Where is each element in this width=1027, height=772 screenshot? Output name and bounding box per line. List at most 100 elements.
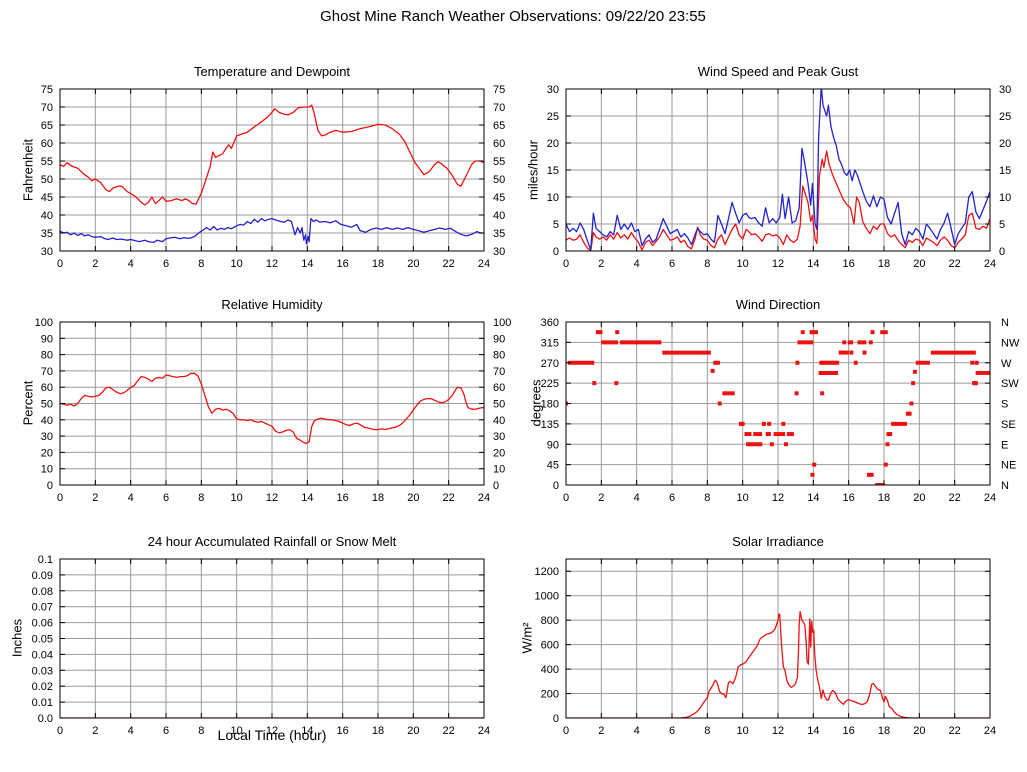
svg-text:70: 70	[41, 102, 53, 114]
svg-text:50: 50	[41, 399, 53, 411]
tick-marks	[59, 88, 485, 252]
svg-text:22: 22	[443, 492, 455, 504]
svg-text:18: 18	[878, 258, 890, 270]
chart-title-solar-irradiance: Solar Irradiance	[732, 534, 824, 549]
svg-text:45: 45	[493, 192, 505, 204]
svg-text:4: 4	[128, 258, 134, 270]
svg-text:18: 18	[878, 492, 890, 504]
svg-text:4: 4	[128, 492, 134, 504]
svg-text:12: 12	[266, 492, 278, 504]
svg-text:22: 22	[443, 258, 455, 270]
svg-text:30: 30	[999, 84, 1011, 96]
svg-text:6: 6	[669, 725, 675, 737]
svg-text:8: 8	[704, 258, 710, 270]
svg-text:0.01: 0.01	[32, 697, 53, 709]
y-axis-label-fahrenheit: Fahrenheit	[20, 138, 36, 202]
chart-rainfall: 0.0 0.01 0.02 0.03 0.04 0.05 0.06 0.07 0.08 0.09 0…	[32, 554, 491, 737]
svg-text:4: 4	[634, 492, 640, 504]
svg-text:10: 10	[41, 464, 53, 476]
svg-text:0.08: 0.08	[32, 586, 53, 598]
svg-text:8: 8	[198, 492, 204, 504]
svg-text:18: 18	[372, 725, 384, 737]
svg-text:20: 20	[547, 138, 559, 150]
svg-text:14: 14	[807, 258, 819, 270]
svg-text:80: 80	[41, 350, 53, 362]
svg-text:60: 60	[41, 138, 53, 150]
svg-text:0.02: 0.02	[32, 681, 53, 693]
chart-title-temperature-dewpoint: Temperature and Dewpoint	[193, 64, 351, 79]
svg-text:2: 2	[598, 492, 604, 504]
svg-text:24: 24	[478, 725, 490, 737]
svg-text:200: 200	[541, 689, 559, 701]
svg-text:70: 70	[41, 366, 53, 378]
svg-text:24: 24	[984, 258, 996, 270]
svg-text:10: 10	[999, 192, 1011, 204]
gridlines	[60, 559, 484, 718]
svg-text:0: 0	[563, 492, 569, 504]
svg-text:0: 0	[553, 480, 559, 492]
svg-text:90: 90	[547, 439, 559, 451]
svg-text:10: 10	[737, 258, 749, 270]
svg-text:16: 16	[843, 492, 855, 504]
svg-text:6: 6	[669, 258, 675, 270]
svg-text:0: 0	[57, 258, 63, 270]
svg-text:90: 90	[41, 333, 53, 345]
svg-text:15: 15	[547, 165, 559, 177]
svg-text:90: 90	[493, 333, 505, 345]
svg-text:10: 10	[737, 725, 749, 737]
svg-text:45: 45	[41, 192, 53, 204]
svg-text:12: 12	[772, 492, 784, 504]
svg-text:50: 50	[493, 174, 505, 186]
svg-text:75: 75	[41, 84, 53, 96]
svg-text:20: 20	[913, 492, 925, 504]
svg-text:5: 5	[999, 219, 1005, 231]
svg-text:8: 8	[198, 258, 204, 270]
gridlines	[566, 322, 990, 485]
svg-text:5: 5	[553, 219, 559, 231]
svg-text:55: 55	[41, 156, 53, 168]
svg-text:24: 24	[984, 725, 996, 737]
svg-text:12: 12	[266, 258, 278, 270]
svg-text:20: 20	[407, 725, 419, 737]
svg-text:4: 4	[634, 725, 640, 737]
svg-text:100: 100	[493, 317, 511, 329]
svg-text:14: 14	[301, 492, 313, 504]
svg-text:225: 225	[541, 378, 559, 390]
tick-marks	[565, 321, 991, 486]
svg-text:18: 18	[878, 725, 890, 737]
svg-text:6: 6	[669, 492, 675, 504]
svg-text:65: 65	[41, 120, 53, 132]
svg-text:16: 16	[337, 492, 349, 504]
svg-text:45: 45	[547, 460, 559, 472]
svg-text:60: 60	[493, 138, 505, 150]
svg-text:50: 50	[493, 399, 505, 411]
series-dewpoint	[60, 217, 484, 245]
svg-text:70: 70	[493, 366, 505, 378]
series-temperature	[60, 104, 484, 206]
svg-text:20: 20	[913, 725, 925, 737]
svg-text:0: 0	[563, 258, 569, 270]
svg-text:100: 100	[35, 317, 53, 329]
svg-text:10: 10	[231, 492, 243, 504]
svg-text:55: 55	[493, 156, 505, 168]
svg-text:270: 270	[541, 358, 559, 370]
svg-text:0: 0	[563, 725, 569, 737]
svg-text:8: 8	[704, 492, 710, 504]
series-group	[566, 610, 990, 718]
tick-marks	[565, 559, 991, 719]
svg-text:6: 6	[163, 258, 169, 270]
svg-text:2: 2	[92, 258, 98, 270]
svg-text:22: 22	[949, 725, 961, 737]
gridlines	[566, 89, 990, 251]
svg-text:600: 600	[541, 640, 559, 652]
svg-text:315: 315	[541, 337, 559, 349]
svg-text:25: 25	[999, 111, 1011, 123]
